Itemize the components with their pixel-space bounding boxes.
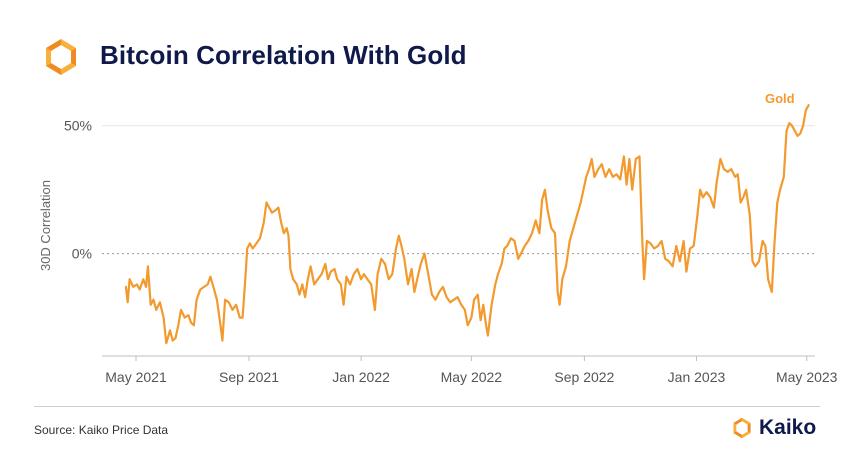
x-tick-label: Sep 2021: [219, 369, 279, 385]
chart: 0% 50% May 2021 Sep 2021 Jan 2022 May 2022 Se…: [38, 91, 838, 385]
x-tick-label: Jan 2022: [332, 369, 390, 385]
y-axis-title: 30D Correlation: [38, 180, 53, 271]
brand-logo: Kaiko: [730, 414, 816, 442]
series-label-gold: Gold: [765, 91, 795, 106]
kaiko-logo-icon: [733, 417, 751, 439]
x-tick-label: May 2022: [441, 369, 503, 385]
brand-name: Kaiko: [759, 416, 817, 439]
page-title: Bitcoin Correlation With Gold: [100, 40, 467, 70]
y-tick-label: 50%: [64, 118, 92, 134]
kaiko-logo-icon: [46, 39, 76, 75]
source-note: Source: Kaiko Price Data: [34, 423, 169, 437]
x-tick-label: Jan 2023: [668, 369, 726, 385]
footer-divider: [34, 406, 820, 407]
series-line-gold: [124, 104, 810, 345]
x-tick-label: Sep 2022: [554, 369, 614, 385]
x-tick-label: May 2023: [776, 369, 838, 385]
x-tick-label: May 2021: [105, 369, 167, 385]
y-tick-label: 0%: [72, 246, 92, 262]
